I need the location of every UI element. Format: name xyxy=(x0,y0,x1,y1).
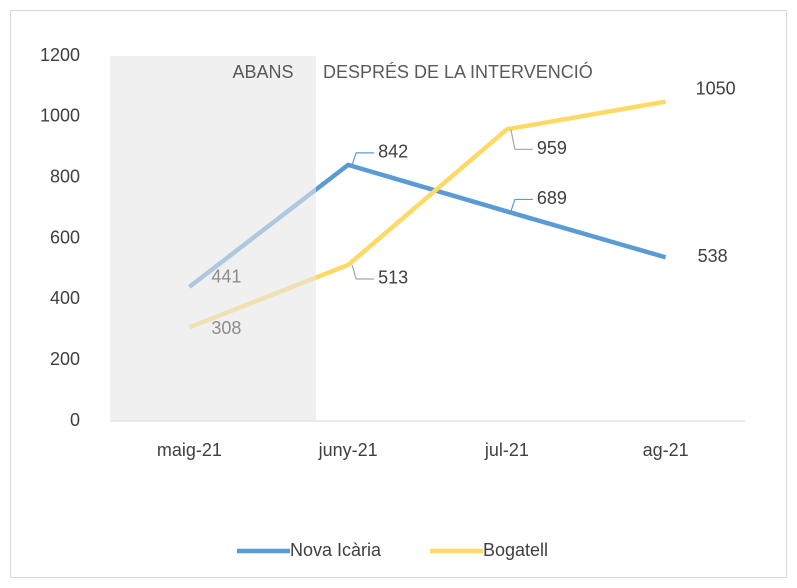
data-label: 842 xyxy=(378,142,408,162)
y-tick-label: 1000 xyxy=(40,106,80,126)
data-label: 959 xyxy=(537,138,567,158)
annotation: DESPRÉS DE LA INTERVENCIÓ xyxy=(323,61,593,82)
x-tick-label: ag-21 xyxy=(643,440,689,460)
y-tick-label: 400 xyxy=(50,288,80,308)
annotation: ABANS xyxy=(232,62,293,82)
data-label: 689 xyxy=(537,188,567,208)
leader-line xyxy=(351,152,375,166)
x-tick-label: juny-21 xyxy=(318,440,378,460)
legend-label: Bogatell xyxy=(483,540,548,560)
leader-line xyxy=(510,129,533,150)
x-tick-label: jul-21 xyxy=(484,440,529,460)
x-tick-label: maig-21 xyxy=(157,440,222,460)
leader-line xyxy=(510,198,533,212)
y-tick-label: 0 xyxy=(70,410,80,430)
data-labels: 441 842 689 538 308 513 959 1050 xyxy=(211,78,735,338)
y-tick-label: 800 xyxy=(50,166,80,186)
leader-line xyxy=(351,264,375,280)
y-tick-label: 600 xyxy=(50,227,80,247)
data-label: 538 xyxy=(698,246,728,266)
data-label: 1050 xyxy=(696,78,736,98)
data-label: 308 xyxy=(211,318,241,338)
data-label: 441 xyxy=(211,267,241,287)
before-region xyxy=(110,56,316,421)
y-tick-label: 200 xyxy=(50,349,80,369)
legend-label: Nova Icària xyxy=(290,540,382,560)
data-label: 513 xyxy=(378,268,408,288)
y-tick-label: 1200 xyxy=(40,45,80,65)
plot-area: 0 200 400 600 800 1000 1200 maig-21 juny-21 jul-2… xyxy=(40,45,745,460)
